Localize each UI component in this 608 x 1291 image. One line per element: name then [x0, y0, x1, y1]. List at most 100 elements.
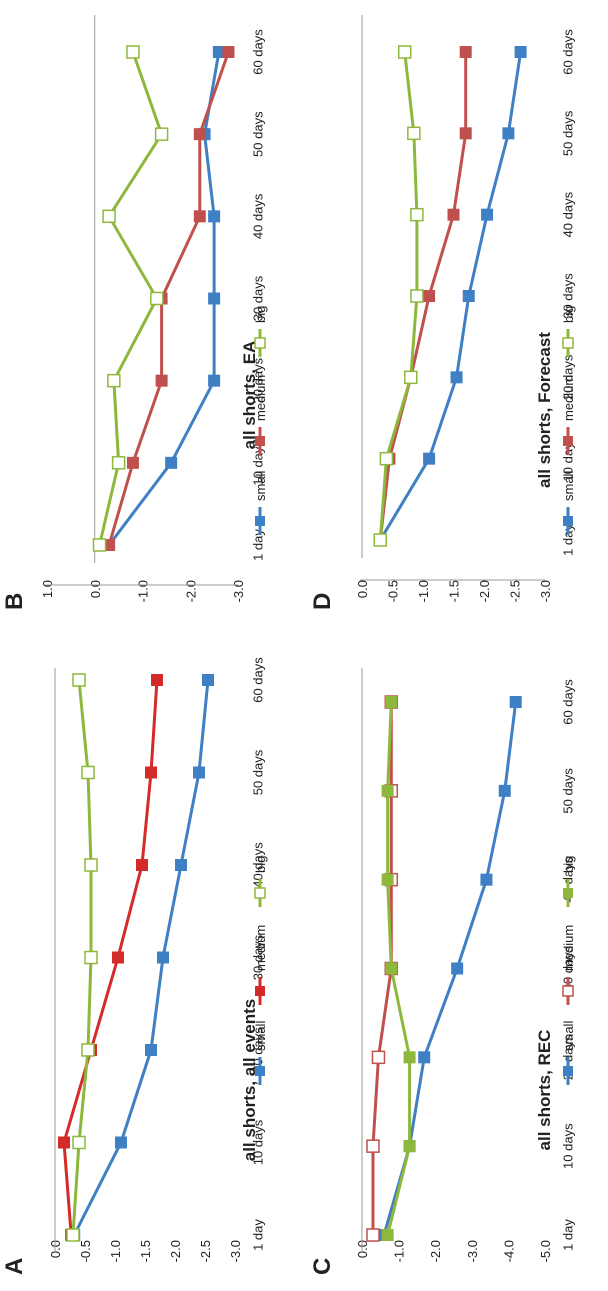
value-tick-label: -3.0: [231, 580, 246, 602]
category-label: 30 days: [561, 273, 576, 319]
legend-marker: [563, 888, 573, 898]
data-point-medium: [155, 374, 168, 387]
data-point-big: [111, 456, 126, 470]
data-point-big: [381, 873, 394, 886]
series-line-small: [382, 701, 518, 1236]
data-point-big: [403, 1051, 416, 1064]
chart-title: all shorts, EA: [240, 341, 259, 450]
data-point-small: [502, 127, 515, 140]
legend-item-small: small: [253, 1021, 268, 1085]
legend-marker: [255, 1066, 265, 1076]
value-tick-label: 0.0: [355, 580, 370, 598]
value-tick-label: -2.0: [428, 1240, 443, 1262]
legend-label: small: [561, 1021, 576, 1051]
category-label: 10 days: [251, 1119, 266, 1165]
category-label: 10 days: [561, 435, 576, 481]
data-point-small: [202, 674, 214, 686]
legend-label: big: [561, 306, 576, 323]
category-label: 1 day: [561, 524, 576, 556]
legend-item-medium: medium: [253, 925, 268, 1005]
data-point-medium: [126, 456, 139, 469]
panel-D: D 0.0 -0.5 -1.0 -1.5 -2.0 -2.5 -3.0 1 day 10 days…: [309, 15, 576, 610]
data-point-medium: [366, 1139, 380, 1153]
legend-item-big: big: [561, 306, 576, 357]
data-point-small: [165, 456, 178, 469]
data-point-small: [480, 873, 493, 886]
legend-label: medium: [253, 925, 268, 971]
data-point-small: [514, 46, 527, 58]
data-point-big: [379, 451, 394, 466]
value-tick-label: -1.0: [108, 1240, 123, 1262]
category-label: 40 days: [251, 842, 266, 888]
category-label: 50 days: [251, 111, 266, 157]
data-point-small: [462, 290, 475, 302]
data-point-medium: [193, 128, 206, 141]
value-tick-label: -2.0: [168, 1240, 183, 1262]
chart-title: all shorts, REC: [535, 1030, 554, 1151]
category-label: 60 days: [251, 657, 266, 703]
legend-item-big: big: [253, 856, 268, 907]
legend-marker: [562, 985, 574, 997]
legend-item-medium: medium: [561, 925, 576, 1005]
legend-marker: [563, 436, 573, 446]
data-point-big: [81, 765, 95, 780]
data-point-big: [66, 1228, 80, 1242]
legend-label: small: [253, 1021, 268, 1051]
category-label: 60 days: [561, 679, 576, 725]
data-point-small: [418, 1051, 431, 1064]
data-point-small: [481, 208, 494, 221]
legend-label: small: [253, 471, 268, 501]
legend-marker: [254, 337, 266, 349]
value-tick-label: -1.0: [392, 1240, 407, 1262]
value-tick-label: -3.0: [538, 580, 553, 602]
data-point-big: [410, 289, 424, 303]
value-tick-label: 0.0: [88, 580, 103, 598]
value-tick-label: -1.5: [447, 580, 462, 602]
legend-item-big: big: [253, 306, 268, 357]
data-point-small: [193, 766, 205, 779]
legend-item-medium: medium: [253, 375, 268, 455]
value-tick-label: -3.0: [465, 1240, 480, 1262]
data-point-small: [509, 696, 522, 708]
category-label: 30 days: [251, 275, 266, 321]
data-point-small: [498, 784, 511, 797]
data-point-medium: [447, 208, 460, 221]
data-point-big: [92, 538, 107, 552]
data-point-medium: [366, 1228, 380, 1242]
legend-item-small: small: [561, 471, 576, 535]
data-point-medium: [145, 766, 157, 779]
data-point-big: [154, 127, 169, 141]
data-point-medium: [151, 674, 163, 686]
legend-marker: [563, 1066, 573, 1076]
data-point-big: [385, 696, 398, 708]
category-label: 50 days: [561, 110, 576, 156]
category-label: 1 day: [251, 529, 266, 561]
data-point-medium: [58, 1136, 70, 1149]
data-point-small: [423, 452, 436, 465]
panel-letter: C: [309, 1258, 336, 1275]
data-point-medium: [112, 951, 124, 964]
value-tick-label: -1.0: [416, 580, 431, 602]
data-point-big: [373, 533, 388, 547]
category-label: 1 day: [251, 1219, 266, 1251]
data-point-big: [150, 291, 164, 306]
data-point-big: [381, 1229, 394, 1241]
data-point-small: [208, 210, 221, 223]
legend-label: small: [561, 471, 576, 501]
value-tick-label: 1.0: [40, 580, 55, 598]
panel-B: B 1.0 0.0 -1.0 -2.0 -3.0 1 day 10 days 20 days 30…: [1, 15, 268, 610]
value-tick-label: -1.5: [138, 1240, 153, 1262]
legend-marker: [254, 887, 266, 899]
legend-marker: [255, 436, 265, 446]
category-label: 40 days: [561, 191, 576, 237]
data-point-medium: [193, 210, 206, 223]
legend-item-medium: medium: [561, 375, 576, 455]
category-label: 30 days: [251, 934, 266, 980]
category-label: 30 days: [561, 945, 576, 991]
legend-marker: [563, 516, 573, 526]
data-point-big: [407, 126, 421, 141]
legend-label: big: [253, 856, 268, 873]
